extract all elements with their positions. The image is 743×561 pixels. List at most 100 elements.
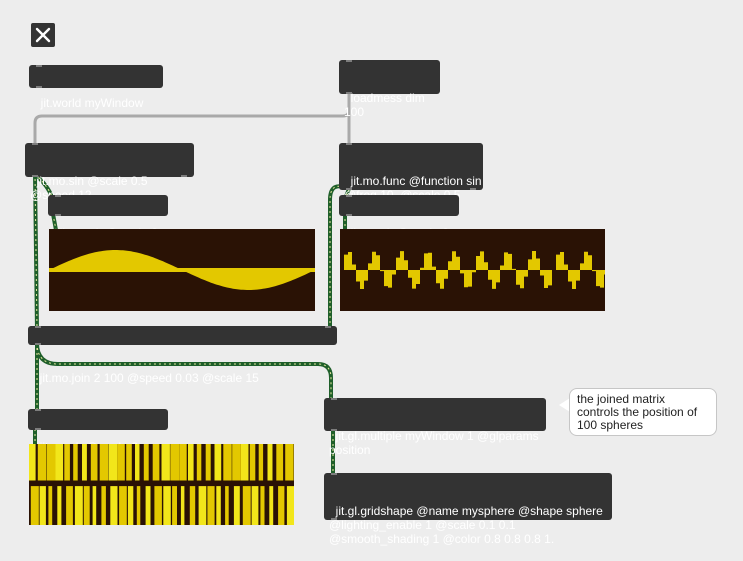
object-text: jit.world myWindow — [40, 96, 144, 110]
object-jit-graph-func[interactable]: jit.graph @mode 2 — [339, 195, 459, 240]
matrix-bar-bottom — [127, 486, 134, 525]
object-jit-mo-join[interactable]: jit.mo.join 2 100 @speed 0.03 @scale 15 — [28, 326, 337, 385]
matrix-bar-top — [249, 444, 256, 481]
object-text: jit.gl.multiple myWindow 1 @glparams pos… — [329, 429, 539, 457]
matrix-bar-bottom — [39, 486, 46, 525]
outlet[interactable] — [55, 214, 61, 216]
matrix-bar-top — [267, 444, 273, 481]
matrix-bar-top — [64, 444, 70, 481]
outlet[interactable] — [331, 518, 337, 520]
outlet[interactable] — [36, 86, 42, 88]
matrix-bar-bottom — [269, 486, 274, 525]
object-jit-gl-multiple[interactable]: jit.gl.multiple myWindow 1 @glparams pos… — [324, 398, 546, 457]
inlet[interactable] — [346, 60, 352, 62]
matrix-bar-bottom — [225, 486, 229, 525]
inlet[interactable] — [331, 398, 337, 400]
matrix-bar-top — [223, 444, 232, 481]
matrix-bar-bottom — [136, 486, 141, 525]
matrix-bar-top — [46, 444, 56, 481]
inlet[interactable] — [36, 65, 42, 67]
matrix-bar-top — [99, 444, 109, 481]
object-text: jit.gl.gridshape @name mysphere @shape s… — [329, 504, 603, 546]
matrix-bar-bottom — [242, 486, 251, 525]
object-jit-world[interactable]: jit.world myWindow — [29, 65, 163, 110]
matrix-bar-top — [161, 444, 170, 481]
matrix-bar-top — [285, 444, 294, 481]
matrix-bar-bottom — [216, 486, 221, 525]
graph-display-sine — [49, 229, 315, 311]
matrix-bar-bottom — [198, 486, 207, 525]
object-jit-gl-gridshape[interactable]: jit.gl.gridshape @name mysphere @shape s… — [324, 473, 612, 546]
matrix-bar-bottom — [92, 486, 97, 525]
matrix-bar-top — [258, 444, 264, 481]
matrix-bar-bottom — [101, 486, 106, 525]
matrix-bar-top — [37, 444, 47, 481]
object-jit-mo-func[interactable]: jit.mo.func @function sin @freq 10. @sca… — [339, 143, 483, 216]
joined-matrix-bars — [29, 444, 295, 525]
matrix-bar-bottom — [57, 486, 62, 525]
matrix-bar-bottom — [233, 486, 240, 525]
outlet[interactable] — [35, 428, 41, 430]
inlet[interactable] — [35, 409, 41, 411]
object-text: loadmess dim 100 — [344, 91, 425, 119]
matrix-bar-bottom — [180, 486, 185, 525]
inlet[interactable] — [346, 143, 352, 145]
matrix-bar-bottom — [74, 486, 83, 525]
matrix-bar-bottom — [30, 486, 39, 525]
matrix-bar-top — [179, 444, 187, 481]
matrix-bar-bottom — [251, 486, 259, 525]
object-jit-graph-join[interactable]: jit.graph @mode 2 — [28, 409, 168, 454]
matrix-bar-top — [152, 444, 160, 481]
matrix-bar-bottom — [66, 486, 73, 525]
outlet[interactable] — [346, 188, 352, 190]
close-button[interactable] — [31, 23, 55, 47]
matrix-bar-bottom — [119, 486, 127, 525]
object-text: jit.mo.join 2 100 @speed 0.03 @scale 15 — [39, 371, 259, 385]
graph-display-joined — [29, 444, 295, 525]
object-loadmess[interactable]: loadmess dim 100 — [339, 60, 440, 119]
inlet[interactable] — [331, 473, 337, 475]
outlet[interactable] — [346, 214, 352, 216]
matrix-bar-bottom — [145, 486, 151, 525]
matrix-bar-bottom — [163, 486, 171, 525]
matrix-bar-bottom — [83, 486, 90, 525]
matrix-bar-top — [90, 444, 98, 481]
object-jit-graph-sin[interactable]: jit.graph @mode 2 — [48, 195, 168, 240]
outlet[interactable] — [470, 188, 476, 190]
matrix-bar-top — [73, 444, 78, 481]
matrix-bar-bottom — [48, 486, 53, 525]
inlet[interactable] — [35, 326, 41, 328]
matrix-bar-bottom — [110, 486, 118, 525]
func-waveform — [340, 251, 608, 289]
matrix-bar-top — [135, 444, 140, 481]
outlet[interactable] — [181, 175, 187, 177]
graph-display-func — [340, 229, 608, 311]
outlet[interactable] — [35, 343, 41, 345]
outlet[interactable] — [331, 429, 337, 431]
matrix-bar-bottom — [207, 486, 215, 525]
close-icon — [35, 27, 51, 43]
matrix-bar-bottom — [154, 486, 162, 525]
matrix-bar-top — [108, 444, 118, 481]
inlet[interactable] — [346, 195, 352, 197]
sine-waveform — [49, 250, 315, 290]
matrix-bar-top — [117, 444, 125, 481]
matrix-bar-top — [143, 444, 149, 481]
inlet[interactable] — [55, 195, 61, 197]
outlet[interactable] — [32, 175, 38, 177]
matrix-bar-top — [205, 444, 211, 481]
matrix-bar-top — [29, 444, 36, 481]
inlet[interactable] — [325, 326, 331, 328]
matrix-bar-bottom — [286, 486, 295, 525]
matrix-bar-bottom — [278, 486, 285, 525]
object-jit-mo-sin[interactable]: jit.mo.sin @scale 0.5 @speed 12 — [25, 143, 194, 202]
cord-graph1-to-display — [51, 212, 58, 232]
matrix-bar-top — [55, 444, 64, 481]
matrix-bar-bottom — [189, 486, 196, 525]
inlet[interactable] — [32, 143, 38, 145]
matrix-bar-top — [188, 444, 194, 481]
comment-pointer — [559, 398, 570, 412]
matrix-bar-bottom — [260, 486, 265, 525]
comment-box: the joined matrix controls the position … — [569, 388, 717, 436]
outlet[interactable] — [346, 92, 352, 94]
